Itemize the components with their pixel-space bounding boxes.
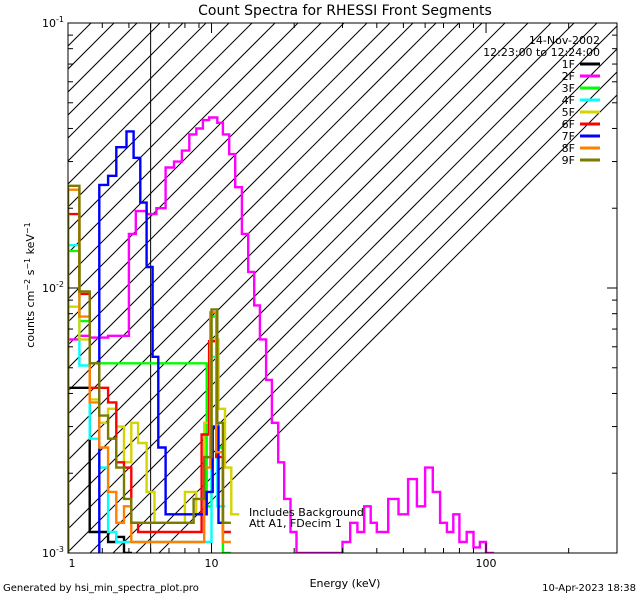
x-tick-label: 1 xyxy=(69,557,76,570)
hatched-region xyxy=(68,23,617,553)
hatch-line xyxy=(68,23,414,369)
hatch-line xyxy=(68,23,368,323)
hatch-line xyxy=(68,23,391,346)
footer-generator: Generated by hsi_min_spectra_plot.pro xyxy=(3,583,199,594)
hatch-line xyxy=(89,25,617,553)
annotation-background: Includes Background xyxy=(249,506,364,519)
chart-title: Count Spectra for RHESSI Front Segments xyxy=(198,3,492,19)
hatch-line xyxy=(68,23,437,392)
hatch-line xyxy=(68,23,253,208)
x-tick-label: 100 xyxy=(476,557,497,570)
legend-label-2F: 2F xyxy=(562,70,575,83)
annotation-attenuator: Att A1, FDecim 1 xyxy=(249,517,342,530)
hatch-line xyxy=(68,23,552,507)
y-tick-label: 10-2 xyxy=(42,280,64,295)
hatch-line xyxy=(68,23,207,162)
hatch-line xyxy=(68,23,230,185)
hatch-line xyxy=(68,23,184,139)
series-2F xyxy=(68,116,494,553)
series-9F xyxy=(68,184,231,553)
hatch-line xyxy=(68,23,529,484)
hatch-line xyxy=(68,23,161,116)
series-7F xyxy=(98,130,227,553)
time-range-label: 12:23:00 to 12:24:00 xyxy=(483,46,600,59)
hatch-line xyxy=(68,23,575,530)
hatch-line xyxy=(68,23,506,461)
hatch-line xyxy=(68,23,460,415)
y-tick-label: 10-3 xyxy=(42,545,64,560)
legend-label-4F: 4F xyxy=(562,94,575,107)
hatch-line xyxy=(68,23,322,277)
hatch-line xyxy=(68,23,483,438)
y-axis-title: counts cm−2 s−1 keV−1 xyxy=(23,222,37,347)
y-tick-label: 10-1 xyxy=(42,15,64,30)
legend-label-1F: 1F xyxy=(562,58,575,71)
x-tick-label: 10 xyxy=(205,557,219,570)
legend-label-5F: 5F xyxy=(562,106,575,119)
legend-label-6F: 6F xyxy=(562,118,575,131)
legend-label-9F: 9F xyxy=(562,154,575,167)
hatch-line xyxy=(68,23,299,254)
footer-timestamp: 10-Apr-2023 18:38 xyxy=(542,583,636,594)
legend-label-8F: 8F xyxy=(562,142,575,155)
x-axis-title: Energy (keV) xyxy=(310,577,381,590)
hatch-line xyxy=(68,23,276,231)
hatch-line xyxy=(158,94,617,553)
legend-label-7F: 7F xyxy=(562,130,575,143)
date-label: 14-Nov-2002 xyxy=(529,34,600,47)
legend-label-3F: 3F xyxy=(562,82,575,95)
hatch-line xyxy=(68,23,598,553)
